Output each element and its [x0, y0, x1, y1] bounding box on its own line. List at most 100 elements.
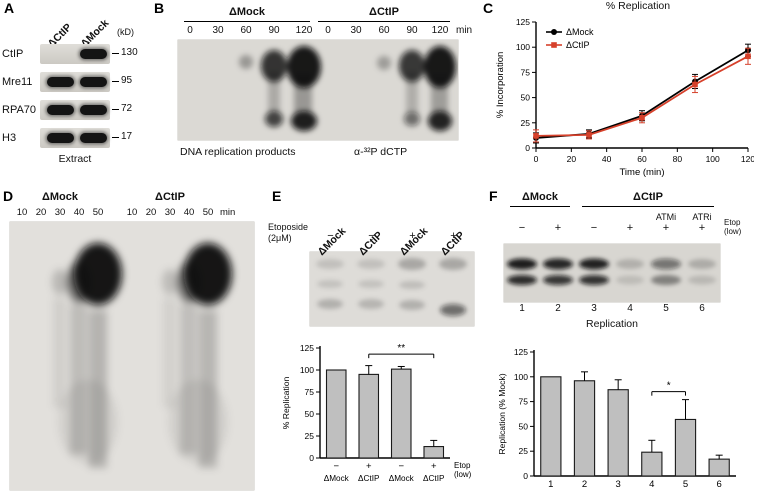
- svg-text:+: +: [431, 461, 437, 472]
- panel-c-label: C: [483, 0, 494, 16]
- gel-image-inhibitors: [504, 244, 720, 302]
- replication-bar-chart-inhibitors: 0 25 50 75 100 125 1 2 3 4 5 6 Replication (% Mock) *: [497, 347, 736, 490]
- blot-band: [47, 77, 74, 87]
- treatment-symbol: +: [662, 222, 670, 234]
- time-label: 30: [164, 207, 176, 218]
- svg-text:25: 25: [519, 446, 529, 456]
- panel-e: E Etoposide (2μM) 0 25 50 75 100 125− + − + ΔMoc: [266, 188, 480, 497]
- marker-tick: [112, 137, 119, 138]
- atri-label: ATRi: [692, 212, 712, 222]
- time-label: 30: [350, 25, 362, 36]
- time-label: 10: [126, 207, 138, 218]
- svg-text:ΔMock: ΔMock: [389, 474, 415, 483]
- svg-text:25: 25: [305, 431, 315, 441]
- time-label: 60: [240, 25, 252, 36]
- time-label: 30: [54, 207, 66, 218]
- svg-text:% Replication: % Replication: [281, 377, 291, 430]
- panel-d-label: D: [3, 188, 14, 204]
- gel-image-replication-timecourse: [178, 40, 458, 140]
- blot-band: [80, 105, 107, 115]
- treatment-symbol: +: [409, 230, 416, 242]
- svg-text:−: −: [333, 461, 339, 472]
- svg-text:100: 100: [300, 365, 314, 375]
- svg-text:125: 125: [516, 17, 530, 27]
- marker-tick: [112, 109, 119, 110]
- svg-text:(low): (low): [454, 470, 472, 479]
- panel-b-label: B: [154, 0, 165, 16]
- marker-weight: 130: [121, 47, 138, 58]
- time-label: 120: [431, 25, 449, 36]
- chart-title: % Replication: [605, 0, 671, 12]
- svg-text:*: *: [667, 381, 671, 392]
- time-label: 90: [268, 25, 280, 36]
- lane-number: 4: [627, 303, 633, 314]
- atmi-label: ATMi: [655, 212, 677, 222]
- svg-text:20: 20: [567, 154, 577, 164]
- svg-text:Etop: Etop: [454, 461, 471, 470]
- gel-caption-left: DNA replication products: [180, 146, 296, 158]
- blot-row-label: CtIP: [2, 48, 24, 60]
- blot-band: [80, 49, 107, 59]
- svg-text:6: 6: [717, 479, 722, 490]
- svg-text:**: **: [397, 343, 405, 354]
- blot-row-label: H3: [2, 132, 17, 144]
- blot-row-label: Mre11: [2, 76, 33, 88]
- etoposide-conc-label: (2μM): [268, 233, 292, 243]
- time-label: 60: [378, 25, 390, 36]
- blot-row-label: RPA70: [2, 104, 37, 116]
- blot-band: [47, 133, 74, 143]
- kd-label: (kD): [117, 27, 134, 37]
- time-unit-label: min: [220, 207, 236, 218]
- panel-d: D ΔMock ΔCtIP 10 20 30 40 50 1: [0, 188, 262, 497]
- treatment-symbol: +: [626, 222, 634, 234]
- group-underline: [318, 21, 450, 22]
- gel-caption-right: α-³²P dCTP: [354, 146, 408, 158]
- svg-text:125: 125: [514, 347, 528, 357]
- marker-weight: 95: [121, 75, 133, 86]
- panel-b: B ΔMock ΔCtIP: [138, 0, 480, 186]
- time-label: 20: [35, 207, 47, 218]
- svg-text:0: 0: [525, 143, 530, 153]
- panel-f-label: F: [489, 188, 498, 204]
- blot-strip: [40, 128, 110, 148]
- svg-text:% Incorporation: % Incorporation: [495, 52, 506, 119]
- blot-strip: [40, 72, 110, 92]
- marker-weight: 17: [121, 131, 133, 142]
- time-label: 40: [73, 207, 85, 218]
- lane-number: 2: [555, 303, 561, 314]
- svg-text:75: 75: [519, 397, 529, 407]
- etoposide-label: Etoposide: [268, 222, 309, 232]
- etop-low-label: (low): [724, 227, 742, 236]
- svg-text:4: 4: [649, 479, 654, 490]
- time-label: 50: [92, 207, 104, 218]
- treatment-symbol: +: [698, 222, 706, 234]
- extract-label: Extract: [58, 153, 92, 165]
- group-header-mock: ΔMock: [521, 191, 559, 203]
- svg-text:0: 0: [523, 471, 528, 481]
- svg-text:125: 125: [300, 343, 314, 353]
- svg-text:2: 2: [582, 479, 587, 490]
- panel-a: A ΔCtIP ΔMock (kD) CtIP 130 Mre11 95 RPA70 72…: [0, 0, 150, 186]
- blot-strip: [40, 44, 110, 64]
- svg-text:ΔMock: ΔMock: [566, 27, 594, 37]
- svg-text:ΔCtIP: ΔCtIP: [423, 474, 445, 483]
- time-label: 40: [183, 207, 195, 218]
- svg-text:100: 100: [706, 154, 720, 164]
- svg-text:40: 40: [602, 154, 612, 164]
- svg-text:ΔCtIP: ΔCtIP: [358, 474, 380, 483]
- group-header-ctip: ΔCtIP: [369, 6, 399, 18]
- time-label: 30: [212, 25, 224, 36]
- marker-tick: [112, 81, 119, 82]
- blot-band: [47, 105, 74, 115]
- svg-text:120: 120: [741, 154, 754, 164]
- svg-text:75: 75: [521, 67, 531, 77]
- group-underline: [184, 21, 310, 22]
- time-label: 90: [406, 25, 418, 36]
- treatment-symbol: −: [590, 222, 598, 234]
- treatment-symbol: +: [450, 230, 457, 242]
- blot-band: [80, 133, 107, 143]
- svg-text:100: 100: [516, 42, 530, 52]
- group-header-mock: ΔMock: [41, 191, 79, 203]
- treatment-symbol: −: [368, 230, 375, 242]
